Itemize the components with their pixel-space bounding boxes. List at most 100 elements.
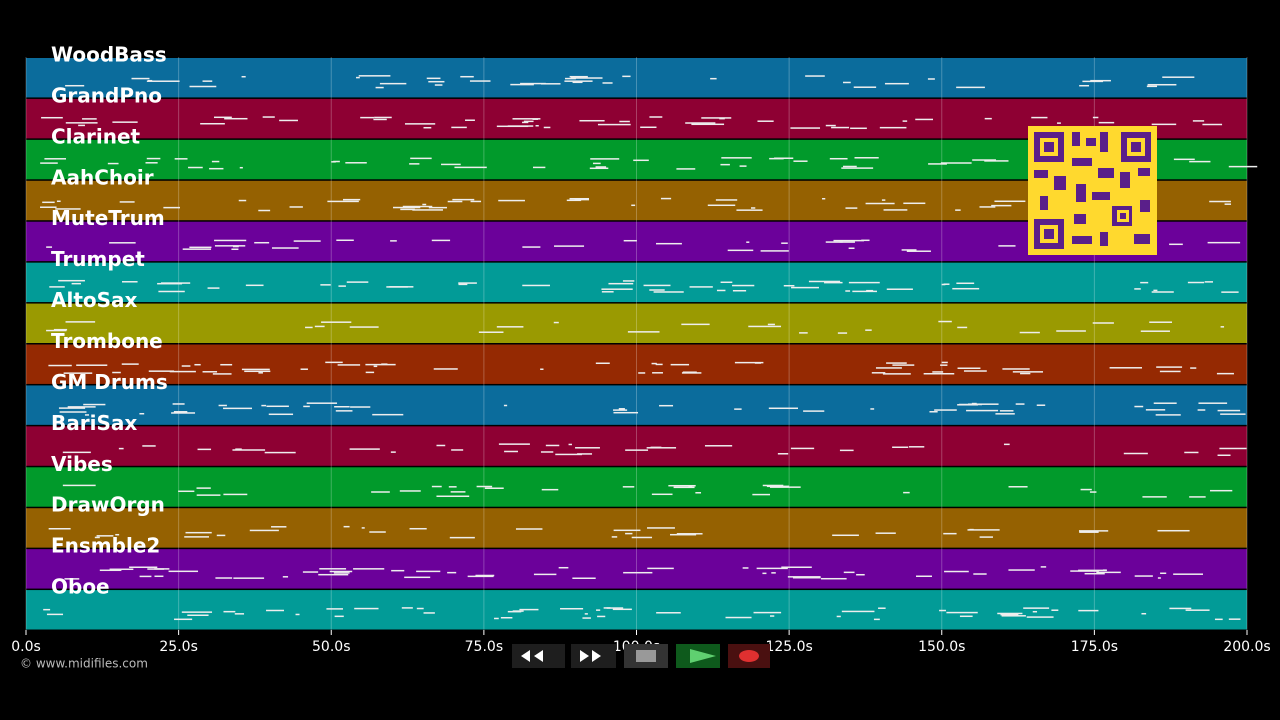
note [1051,609,1059,611]
note [831,126,850,129]
note [564,77,576,80]
note [43,608,51,611]
note [1142,496,1167,498]
note [959,615,973,618]
note [207,287,220,289]
note [650,446,662,449]
note [447,571,457,574]
note [967,529,1000,531]
note [1019,331,1040,334]
record-button[interactable] [728,644,770,668]
play-button[interactable] [676,644,720,668]
note [994,200,1026,203]
note [627,331,660,333]
note [441,163,461,166]
note [59,411,87,413]
note [238,199,247,202]
time-label: 50.0s [312,639,350,655]
note [732,289,747,292]
note [1192,120,1205,122]
note [589,167,609,170]
note [853,86,877,88]
fast-forward-button[interactable] [571,644,616,668]
note [1141,612,1147,615]
note [379,82,407,85]
note [1160,572,1167,575]
note [1221,291,1239,293]
note [121,281,138,283]
note [1134,288,1141,290]
note [560,607,584,610]
note [793,160,808,162]
note [1079,84,1090,87]
note [682,371,697,373]
note [129,566,158,568]
note [777,453,789,455]
track-name: Vibes [51,452,113,476]
time-axis: 0.0s25.0s50.0s75.0s100.0s125.0s150.0s175… [11,630,1271,655]
note [957,326,968,329]
note [202,371,218,373]
note [878,607,886,609]
note [71,282,81,285]
note [338,285,346,287]
track-row [26,426,1247,466]
note [410,157,432,160]
note [409,527,427,530]
note [597,615,606,618]
track-name: Ensmble2 [51,534,160,558]
note [938,320,952,323]
note [655,363,663,366]
note [1157,577,1161,579]
note [181,365,191,367]
note [476,485,493,488]
rewind-button[interactable] [512,644,565,668]
note [1057,122,1061,124]
note [381,363,388,365]
note [732,284,755,287]
time-label: 175.0s [1071,639,1118,655]
note [822,198,826,200]
note [279,119,298,122]
time-label: 200.0s [1223,639,1270,655]
note [40,162,58,164]
note [792,576,821,579]
note [647,567,674,570]
note [757,120,774,122]
note [1151,291,1174,293]
note [799,332,808,334]
note [241,75,246,78]
note [1031,116,1048,119]
note [771,572,776,574]
note [676,533,703,535]
note [1084,572,1105,575]
note [901,249,917,251]
note [543,126,551,129]
note [569,75,588,78]
note [1228,165,1258,168]
note [62,451,91,454]
note [1210,489,1233,492]
note [841,167,874,169]
note [623,239,637,242]
note [365,363,396,366]
note [1187,281,1205,284]
note [1220,326,1225,328]
note [496,326,524,328]
note [365,371,375,374]
track-name: Clarinet [51,124,141,148]
note [1151,123,1177,126]
note [673,486,695,489]
track-row [26,262,1247,303]
note [1216,372,1234,375]
note [622,280,635,282]
stop-button[interactable] [624,644,668,668]
note [932,371,944,373]
note [295,613,300,616]
note [582,617,591,619]
note [871,372,886,374]
note [1214,618,1223,621]
note [959,403,983,406]
note [163,206,180,209]
